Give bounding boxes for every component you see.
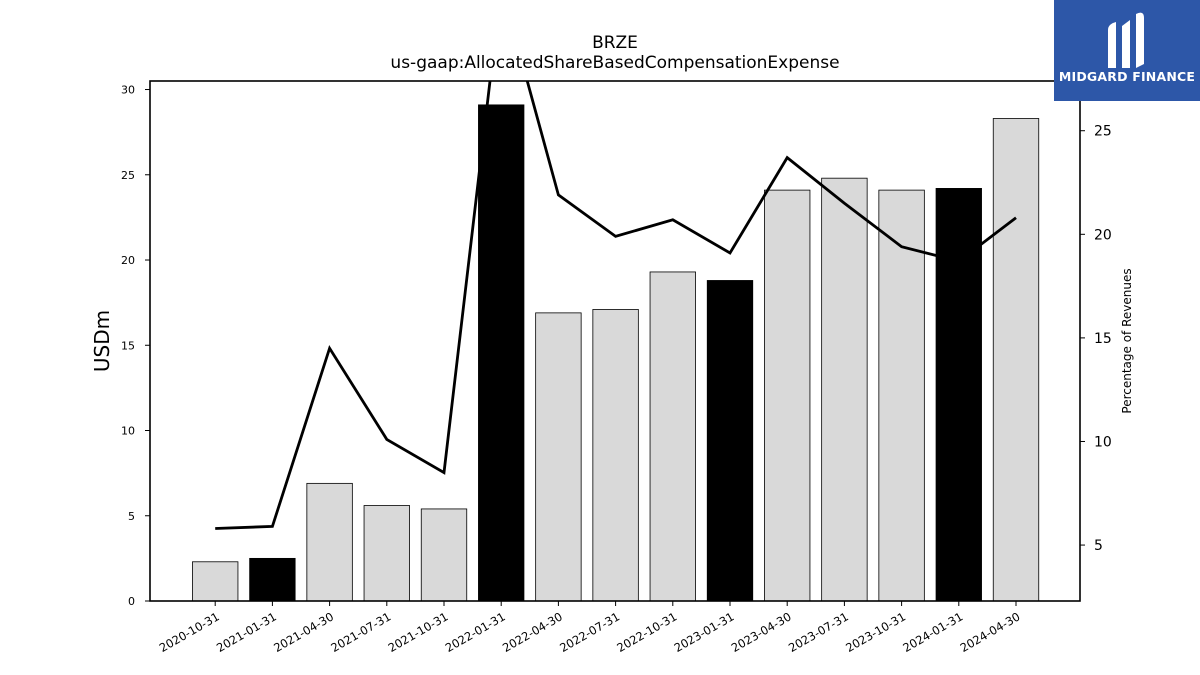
y-tick-label: 15	[121, 339, 135, 352]
series-line	[215, 81, 1017, 530]
bar	[478, 104, 525, 602]
bar	[192, 561, 239, 602]
y-axis-label: USDm	[90, 310, 114, 372]
x-tick-label: 2024-01-31	[900, 609, 965, 655]
x-tick-label: 2021-01-31	[214, 609, 279, 655]
bar	[764, 189, 811, 602]
midgard-finance-logo: MIDGARD FINANCE	[1054, 0, 1200, 101]
bar	[363, 505, 410, 602]
x-tick-label: 2021-07-31	[328, 609, 393, 655]
bar	[306, 482, 353, 602]
y2-axis-label: Percentage of Revenues	[1120, 268, 1134, 413]
y-tick-label: 20	[121, 254, 135, 267]
y-tick-label: 10	[121, 425, 135, 438]
x-tick-label: 2023-10-31	[843, 609, 908, 655]
x-tick-label: 2021-04-30	[271, 609, 336, 655]
bar	[249, 557, 296, 602]
bar	[878, 189, 925, 602]
y-tick-label: 30	[121, 84, 135, 97]
x-tick-label: 2022-04-30	[500, 609, 565, 655]
y2-tick-label: 15	[1094, 331, 1112, 347]
y2-tick-label: 10	[1094, 434, 1112, 450]
chart-title: BRZE	[592, 33, 638, 53]
x-tick-label: 2020-10-31	[157, 609, 222, 655]
x-tick-label: 2023-04-30	[729, 609, 794, 655]
chart-subtitle: us-gaap:AllocatedShareBasedCompensationE…	[390, 53, 839, 73]
x-tick-label: 2023-07-31	[786, 609, 851, 655]
logo-text: MIDGARD FINANCE	[1058, 69, 1196, 84]
bar	[649, 271, 696, 602]
bar-group	[192, 104, 1040, 602]
x-tick-label: 2022-10-31	[614, 609, 679, 655]
x-tick-label: 2023-01-31	[672, 609, 737, 655]
bar	[992, 118, 1040, 602]
y2-tick-label: 20	[1094, 227, 1112, 243]
x-tick-label: 2024-04-30	[958, 609, 1023, 655]
y-tick-label: 25	[121, 169, 135, 182]
bar	[821, 177, 868, 602]
bar	[420, 508, 468, 602]
x-tick-label: 2021-10-31	[386, 609, 451, 655]
plot-frame	[149, 80, 1081, 602]
y2-tick-label: 25	[1094, 124, 1112, 140]
line-group	[215, 81, 1017, 530]
y-tick-label: 5	[128, 510, 135, 523]
y-tick-label: 0	[128, 595, 135, 608]
x-tick-label: 2022-01-31	[443, 609, 508, 655]
logo-mark-icon	[1108, 12, 1144, 69]
x-tick-label: 2022-07-31	[557, 609, 622, 655]
bar	[706, 280, 754, 602]
bar	[535, 312, 582, 602]
y2-tick-label: 5	[1094, 538, 1103, 554]
bar	[592, 309, 639, 602]
